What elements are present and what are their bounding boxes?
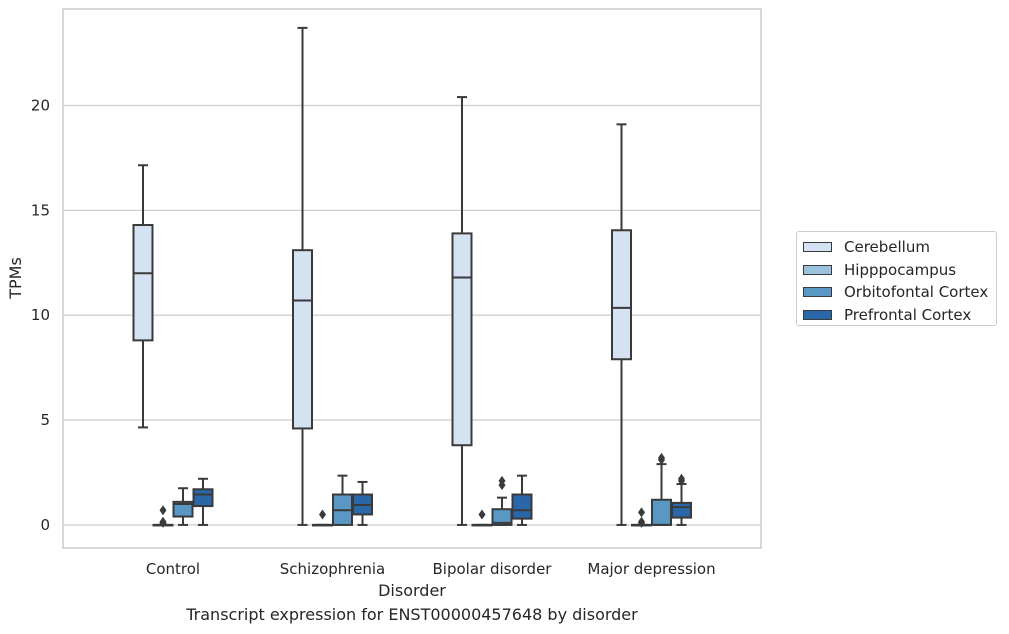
- legend-item: Prefrontal Cortex: [803, 304, 996, 327]
- y-tick-label: 5: [40, 411, 50, 429]
- outlier-point: [159, 516, 167, 527]
- y-axis-title: TPMs: [6, 257, 25, 300]
- box: [671, 501, 692, 519]
- x-tick-label: Bipolar disorder: [433, 560, 553, 578]
- legend-item: Hipppocampus: [803, 259, 996, 282]
- legend-label: Hipppocampus: [844, 260, 957, 279]
- x-axis-title: Disorder: [378, 581, 446, 600]
- outlier-point: [678, 473, 685, 484]
- outlier-point: [658, 452, 665, 463]
- outlier-point: [478, 509, 486, 520]
- x-tick-label: Schizophrenia: [280, 560, 385, 578]
- x-tick-labels: Control Schizophrenia Bipolar disorder Majo…: [146, 560, 716, 578]
- legend-item: Orbitofontal Cortex: [803, 281, 996, 304]
- box: [192, 488, 214, 508]
- chart-caption: Transcript expression for ENST0000045764…: [186, 605, 638, 624]
- grid-lines: [63, 104, 761, 526]
- box-plot-marks: [132, 26, 692, 528]
- plot-frame: [62, 8, 762, 549]
- legend-item: Cerebellum: [803, 236, 996, 259]
- legend-swatch: [803, 242, 832, 253]
- outlier-point: [159, 505, 167, 516]
- x-tick-label: Control: [146, 560, 200, 578]
- legend-label: Orbitofontal Cortex: [844, 283, 989, 302]
- x-tick-label: Major depression: [587, 560, 715, 578]
- legend: Cerebellum Hipppocampus Orbitofontal Corte…: [796, 231, 997, 326]
- outlier-point: [498, 475, 506, 486]
- box: [651, 498, 672, 526]
- legend-label: Cerebellum: [844, 238, 930, 257]
- legend-swatch: [803, 309, 832, 320]
- box: [132, 224, 154, 342]
- box: [451, 232, 473, 447]
- legend-label: Prefrontal Cortex: [844, 305, 972, 324]
- y-tick-label: 20: [31, 96, 50, 114]
- y-tick-label: 15: [31, 201, 50, 219]
- outlier-point: [638, 507, 645, 518]
- box: [292, 249, 313, 430]
- y-tick-label: 0: [40, 516, 50, 534]
- legend-swatch: [803, 287, 832, 298]
- box: [611, 229, 632, 361]
- outlier-point: [638, 516, 645, 527]
- y-tick-labels: 0 5 10 15 20: [31, 96, 50, 533]
- box: [511, 493, 533, 520]
- legend-swatch: [803, 264, 832, 275]
- outlier-point: [319, 509, 326, 520]
- box: [172, 500, 194, 518]
- y-tick-label: 10: [31, 306, 50, 324]
